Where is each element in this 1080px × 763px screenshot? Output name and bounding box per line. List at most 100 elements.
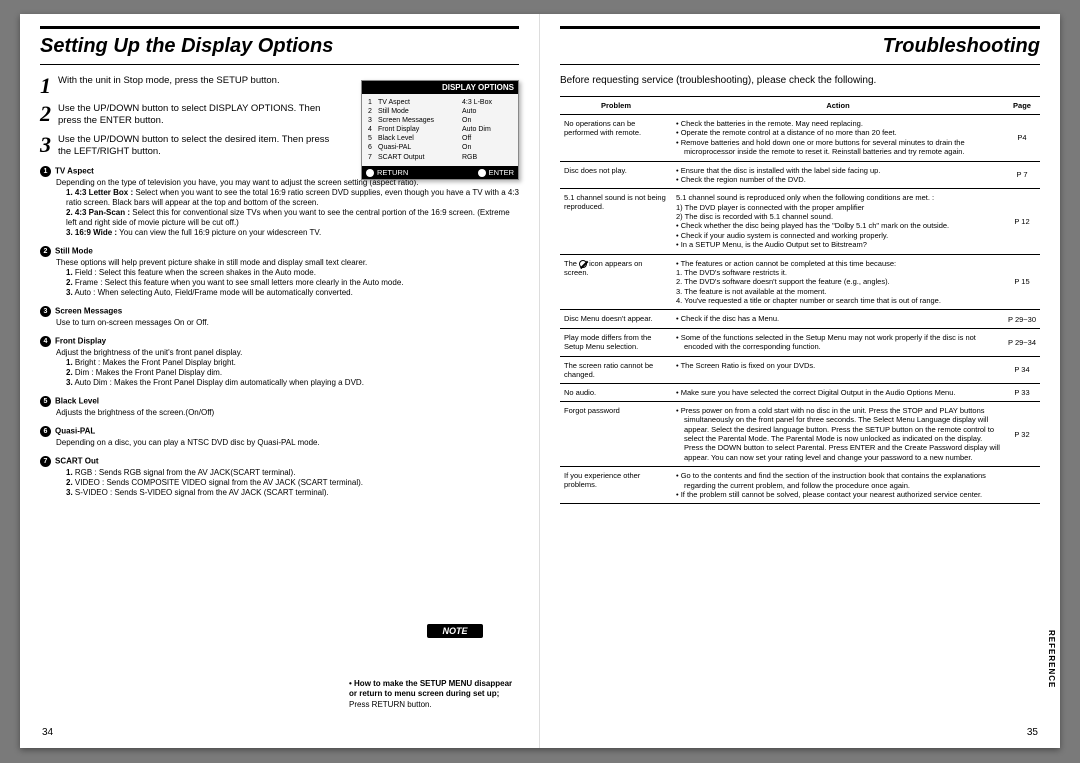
intro-text: Before requesting service (troubleshooti…	[560, 75, 1040, 86]
action-item: Operate the remote control at a distance…	[684, 128, 1000, 137]
table-row: No audio.Make sure you have selected the…	[560, 383, 1040, 401]
action-cell: Check the batteries in the remote. May n…	[672, 115, 1004, 162]
detail-section: Quasi-PALDepending on a disc, you can pl…	[40, 426, 519, 448]
page-ref-cell: P 32	[1004, 401, 1040, 466]
note-text: • How to make the SETUP MENU disappear o…	[349, 679, 519, 710]
details: TV AspectDepending on the type of televi…	[40, 166, 519, 498]
problem-cell: Disc Menu doesn't appear.	[560, 310, 672, 328]
page-left: Setting Up the Display Options 1 With th…	[20, 14, 540, 748]
table-row: Play mode differs from the Setup Menu se…	[560, 328, 1040, 356]
page-ref-cell: P 29~30	[1004, 310, 1040, 328]
problem-cell: Play mode differs from the Setup Menu se…	[560, 328, 672, 356]
osd-row: 7SCART OutputRGB	[368, 153, 512, 162]
problem-cell: Disc does not play.	[560, 161, 672, 189]
action-item: 2) The disc is recorded with 5.1 channel…	[684, 212, 1000, 221]
detail-section: Black LevelAdjusts the brightness of the…	[40, 396, 519, 418]
problem-cell: 5.1 channel sound is not being reproduce…	[560, 189, 672, 254]
osd-footer: RETURN ENTER	[362, 166, 518, 179]
action-item: Ensure that the disc is installed with t…	[684, 166, 1000, 175]
th-problem: Problem	[560, 97, 672, 115]
problem-cell: The icon appears on screen.	[560, 254, 672, 310]
step: 3 Use the UP/DOWN button to select the d…	[40, 134, 340, 159]
osd-row: 1TV Aspect4:3 L-Box	[368, 98, 512, 107]
action-cell: The Screen Ratio is fixed on your DVDs.	[672, 356, 1004, 383]
problem-cell: Forgot password	[560, 401, 672, 466]
osd-return: RETURN	[366, 168, 408, 177]
action-item: The Screen Ratio is fixed on your DVDs.	[684, 361, 1000, 370]
detail-body: Adjusts the brightness of the screen.(On…	[56, 408, 519, 418]
title-bar: Setting Up the Display Options	[40, 26, 519, 65]
detail-section: Still ModeThese options will help preven…	[40, 246, 519, 298]
detail-section: Screen MessagesUse to turn on-screen mes…	[40, 306, 519, 328]
osd-row: 3Screen MessagesOn	[368, 116, 512, 125]
detail-sub: 3. S-VIDEO : Sends S-VIDEO signal from t…	[56, 488, 519, 498]
detail-sub: 1. RGB : Sends RGB signal from the AV JA…	[56, 468, 519, 478]
table-row: Disc Menu doesn't appear. Check if the di…	[560, 310, 1040, 328]
table-row: Forgot passwordPress power on from a col…	[560, 401, 1040, 466]
detail-heading: Screen Messages	[56, 306, 519, 317]
page-ref-cell: P 12	[1004, 189, 1040, 254]
action-item: The features or action cannot be complet…	[684, 259, 1000, 268]
action-cell: Make sure you have selected the correct …	[672, 383, 1004, 401]
prohibit-icon	[579, 260, 587, 268]
action-item: 5.1 channel sound is reproduced only whe…	[684, 193, 1000, 202]
troubleshooting-table: Problem Action Page No operations can be…	[560, 96, 1040, 504]
page-ref-cell: P4	[1004, 115, 1040, 162]
step-list: 1 With the unit in Stop mode, press the …	[40, 75, 340, 158]
detail-sub: 3. Auto : When selecting Auto, Field/Fra…	[56, 288, 519, 298]
step: 1 With the unit in Stop mode, press the …	[40, 75, 340, 97]
note-rest: Press RETURN button.	[349, 700, 432, 709]
detail-sub: 2. 4:3 Pan-Scan : Select this for conven…	[56, 208, 519, 228]
page-ref-cell: P 15	[1004, 254, 1040, 310]
action-item: Go to the contents and find the section …	[684, 471, 1000, 490]
note-bold: • How to make the SETUP MENU disappear o…	[349, 679, 512, 698]
step-number: 1	[40, 75, 58, 97]
table-row: The icon appears on screen. The features …	[560, 254, 1040, 310]
detail-heading: Front Display	[56, 336, 519, 347]
problem-cell: No operations can be performed with remo…	[560, 115, 672, 162]
page-ref-cell: P 34	[1004, 356, 1040, 383]
osd-row: 2Still ModeAuto	[368, 107, 512, 116]
action-cell: Go to the contents and find the section …	[672, 467, 1004, 504]
reference-tab: REFERENCE	[1047, 630, 1056, 688]
osd-title: DISPLAY OPTIONS	[362, 81, 518, 94]
title-bar: Troubleshooting	[560, 26, 1040, 65]
action-item: Some of the functions selected in the Se…	[684, 333, 1000, 352]
action-item: 3. The feature is not available at the m…	[684, 287, 1000, 296]
detail-sub: 2. Dim : Makes the Front Panel Display d…	[56, 368, 519, 378]
page-number: 35	[1027, 727, 1038, 738]
detail-section: SCART Out1. RGB : Sends RGB signal from …	[40, 456, 519, 498]
page-ref-cell: P 7	[1004, 161, 1040, 189]
page-right: Troubleshooting Before requesting servic…	[540, 14, 1060, 748]
page-title: Setting Up the Display Options	[40, 35, 519, 58]
table-row: No operations can be performed with remo…	[560, 115, 1040, 162]
osd-enter: ENTER	[478, 168, 514, 177]
detail-heading: Still Mode	[56, 246, 519, 257]
detail-sub: 1. 4:3 Letter Box : Select when you want…	[56, 188, 519, 208]
osd-row: 4Front DisplayAuto Dim	[368, 125, 512, 134]
action-cell: Check if the disc has a Menu.	[672, 310, 1004, 328]
osd-row: 5Black LevelOff	[368, 134, 512, 143]
action-cell: Some of the functions selected in the Se…	[672, 328, 1004, 356]
detail-section: Front DisplayAdjust the brightness of th…	[40, 336, 519, 388]
note-label: NOTE	[427, 624, 483, 638]
osd-row: 6Quasi-PALOn	[368, 143, 512, 152]
action-item: In a SETUP Menu, is the Audio Output set…	[684, 240, 1000, 249]
th-page: Page	[1004, 97, 1040, 115]
action-item: 1. The DVD's software restricts it.	[684, 268, 1000, 277]
action-item: Check whether the disc being played has …	[684, 221, 1000, 230]
action-item: Check the batteries in the remote. May n…	[684, 119, 1000, 128]
step-text: With the unit in Stop mode, press the SE…	[58, 75, 340, 87]
action-cell: 5.1 channel sound is reproduced only whe…	[672, 189, 1004, 254]
problem-cell: If you experience other problems.	[560, 467, 672, 504]
step-number: 3	[40, 134, 58, 156]
action-cell: Ensure that the disc is installed with t…	[672, 161, 1004, 189]
detail-sub: 3. Auto Dim : Makes the Front Panel Disp…	[56, 378, 519, 388]
action-item: Check if the disc has a Menu.	[684, 314, 1000, 323]
table-row: 5.1 channel sound is not being reproduce…	[560, 189, 1040, 254]
step: 2 Use the UP/DOWN button to select DISPL…	[40, 103, 340, 128]
detail-body: Use to turn on-screen messages On or Off…	[56, 318, 519, 328]
action-item: Check the region number of the DVD.	[684, 175, 1000, 184]
page-ref-cell: P 33	[1004, 383, 1040, 401]
action-item: Make sure you have selected the correct …	[684, 388, 1000, 397]
